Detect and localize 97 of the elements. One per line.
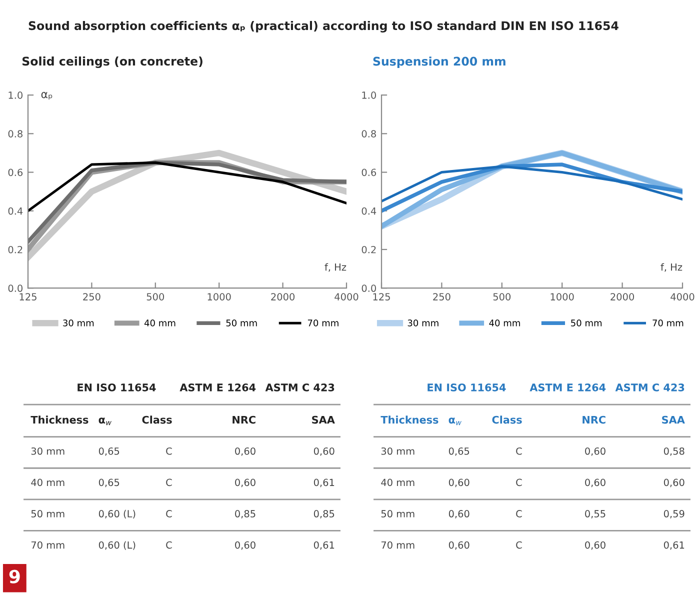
y-tick-label: 0.2	[8, 246, 22, 254]
y-tick-label: 0.2	[362, 246, 376, 254]
text: 0,61	[314, 478, 334, 488]
text: SAA	[662, 416, 685, 424]
text: Thickness	[380, 416, 438, 424]
text: 9	[9, 570, 20, 584]
text: NRC	[582, 416, 606, 424]
text: 0,55	[585, 510, 606, 518]
text: 0,60	[235, 478, 256, 488]
legend-label: 30 mm	[408, 320, 438, 326]
x-tick-label: 125	[20, 293, 36, 300]
text: 0,65	[98, 478, 120, 488]
y-tick-label: 0.6	[8, 168, 23, 176]
legend-label: 50 mm	[571, 320, 602, 326]
line-series	[28, 161, 346, 212]
x-tick-label: 2000	[271, 293, 295, 300]
text: 50 mm	[381, 510, 414, 518]
legend-label: 70 mm	[652, 320, 684, 326]
text: C	[516, 541, 522, 549]
x-tick-label: 4000	[670, 293, 694, 300]
chart-subtitle: Solid ceilings (on concrete)	[22, 56, 202, 68]
y-tick-label: 0.8	[8, 130, 22, 138]
text: 0,60	[585, 478, 606, 488]
text: ASTM C 423	[615, 384, 684, 392]
x-tick-label: 500	[146, 293, 164, 300]
text: C	[166, 510, 172, 518]
text: 0,65	[98, 447, 120, 456]
text: SAA	[312, 416, 335, 424]
text: 0,61	[664, 541, 684, 550]
text: Class	[492, 416, 522, 424]
text: 30 mm	[31, 447, 64, 455]
y-tick-label: 0.6	[362, 168, 376, 176]
y-tick-label: 1.0	[362, 92, 376, 99]
text: 50 mm	[31, 510, 64, 518]
text: 0,60	[448, 478, 470, 488]
text: Class	[142, 416, 172, 424]
text: C	[516, 510, 522, 518]
x-tick-label: 125	[373, 293, 390, 300]
text: 0,58	[664, 447, 684, 456]
x-tick-label: 500	[493, 293, 511, 300]
text: 0,65	[448, 447, 470, 456]
y-tick-label: 0.0	[8, 284, 22, 292]
x-axis-title: f, Hz	[660, 263, 682, 272]
text: 30 mm	[381, 447, 414, 455]
text: C	[166, 447, 172, 455]
y-tick-label: 0.4	[8, 207, 23, 215]
text: EN ISO 11654	[428, 384, 506, 392]
y-axis-title: αₚ	[41, 92, 52, 100]
x-tick-label: 250	[433, 293, 450, 300]
text: 0,60 (L)	[98, 510, 136, 519]
chart-subtitle: Suspension 200 mm	[373, 56, 506, 68]
x-tick-label: 2000	[610, 293, 634, 300]
text: 0,60	[448, 541, 470, 550]
text: 0,60	[585, 447, 606, 456]
text: 0,60	[664, 478, 684, 488]
legend-label: 40 mm	[144, 320, 176, 326]
text: 0,60	[314, 447, 334, 456]
text: 40 mm	[31, 478, 64, 486]
text: α$_{w}$	[448, 418, 462, 426]
text: C	[516, 478, 522, 486]
text: 0,60	[585, 541, 606, 550]
text: ASTM E 1264	[180, 384, 256, 392]
legend-label: 50 mm	[226, 320, 257, 326]
text: 0,59	[664, 510, 684, 518]
text: 70 mm	[31, 541, 64, 549]
text: 0,60 (L)	[98, 541, 136, 550]
text: α$_{w}$	[98, 418, 112, 426]
text: 0,85	[235, 510, 256, 518]
y-tick-label: 1.0	[8, 92, 22, 99]
x-tick-label: 1000	[208, 293, 231, 300]
legend-label: 40 mm	[489, 320, 520, 326]
line-series	[382, 165, 682, 202]
x-axis-title: f, Hz	[324, 263, 346, 272]
text: C	[166, 541, 172, 549]
text: C	[516, 447, 522, 455]
text: 0,61	[314, 541, 334, 550]
text: 40 mm	[381, 478, 414, 486]
x-tick-label: 4000	[334, 293, 358, 300]
text: ASTM C 423	[265, 384, 334, 392]
chart-title: Sound absorption coefficients αₚ (practical) according to ISO standard DIN EN ISO 11654	[28, 20, 618, 32]
y-tick-label: 0.4	[362, 207, 376, 215]
text: 0,60	[235, 447, 256, 456]
x-tick-label: 250	[83, 293, 100, 300]
text: NRC	[232, 416, 256, 424]
y-tick-label: 0.8	[362, 130, 376, 138]
x-tick-label: 1000	[550, 293, 574, 300]
text: C	[166, 478, 172, 486]
text: 0,85	[314, 510, 334, 518]
text: 0,60	[448, 510, 470, 518]
text: EN ISO 11654	[78, 384, 156, 392]
text: 0,60	[235, 541, 256, 550]
legend-label: 30 mm	[63, 320, 94, 326]
y-tick-label: 0.0	[362, 284, 376, 292]
text: 70 mm	[381, 541, 414, 549]
text: Thickness	[30, 416, 88, 424]
text: ASTM E 1264	[530, 384, 606, 392]
legend-label: 70 mm	[308, 320, 338, 326]
